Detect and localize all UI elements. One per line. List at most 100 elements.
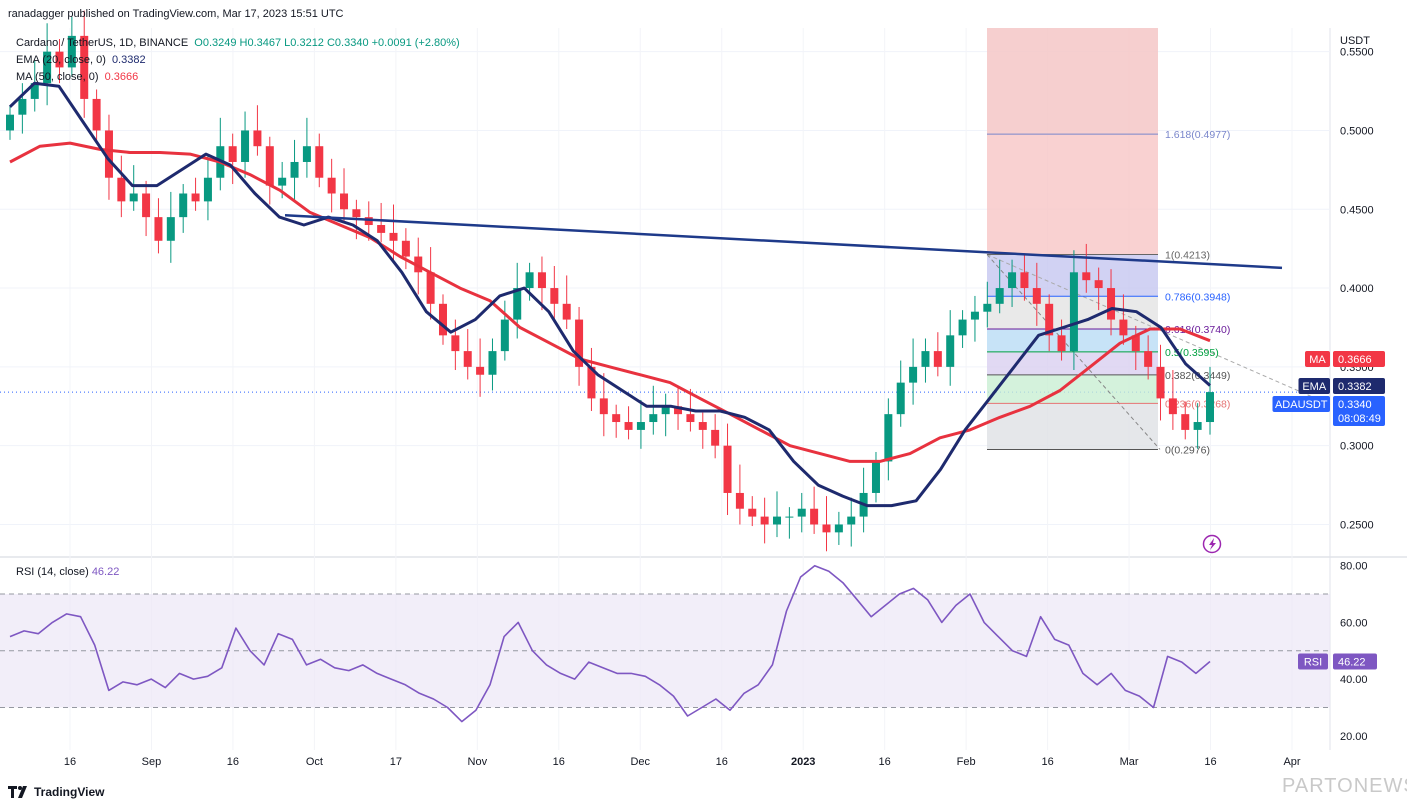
candle-body <box>834 524 843 533</box>
rsi-label[interactable]: RSI (14, close) <box>16 566 89 578</box>
watermark: PARTONEWS.IR <box>1282 775 1407 797</box>
candle-body <box>488 351 497 375</box>
candle-body <box>290 161 299 178</box>
ema-value: 0.3382 <box>111 54 146 66</box>
candle-body <box>451 335 460 352</box>
fib-zone <box>987 134 1158 255</box>
rsi-tick-label: 20.00 <box>1340 731 1368 743</box>
candle-body <box>500 319 509 352</box>
trendline[interactable] <box>284 213 1283 270</box>
fib-label: 1.618(0.4977) <box>1165 129 1230 141</box>
time-tick-label: 2023 <box>791 756 815 768</box>
candle-body <box>612 414 621 423</box>
candle-body <box>377 225 386 233</box>
candle-body <box>661 406 670 415</box>
rsi-tick-label: 60.00 <box>1340 617 1368 629</box>
candle-body <box>1144 351 1153 367</box>
tag-value-bg <box>1333 351 1385 367</box>
rsi-tick-label: 80.00 <box>1340 561 1368 573</box>
fib-label: 0.786(0.3948) <box>1165 291 1230 303</box>
candle-body <box>1168 398 1177 415</box>
ma-series <box>9 141 1211 463</box>
candle-body <box>983 303 992 312</box>
tag-label-bg <box>1298 378 1330 394</box>
candle-body <box>537 272 546 289</box>
candle-body <box>438 303 447 336</box>
candle-body <box>1008 272 1017 289</box>
candle-body <box>785 516 794 518</box>
candle-body <box>896 382 905 415</box>
time-tick-label: Apr <box>1283 756 1300 768</box>
candle-body <box>698 422 707 430</box>
fib-zone-top <box>987 28 1158 135</box>
candle-body <box>6 114 14 131</box>
candle-body <box>735 492 744 509</box>
candle-body <box>364 217 373 226</box>
candle-body <box>191 193 200 202</box>
tag-label: MA <box>1309 354 1326 366</box>
ema-label[interactable]: EMA (20, close, 0) <box>16 54 106 66</box>
brand-name: TradingView <box>34 785 105 799</box>
candle-body <box>30 83 39 99</box>
candle-body <box>871 461 880 493</box>
flash-icon[interactable] <box>1202 534 1222 554</box>
tag-value: 0.3382 <box>1338 381 1372 393</box>
time-tick-label: 16 <box>1041 756 1053 768</box>
time-tick-label: 16 <box>553 756 565 768</box>
tag-label-bg <box>1305 351 1330 367</box>
candle-body <box>550 288 559 304</box>
price-tick-label: 0.5500 <box>1340 47 1374 59</box>
candle-body <box>265 146 274 186</box>
candle-body <box>760 516 769 525</box>
candle-body <box>636 422 645 430</box>
time-tick-label: 16 <box>716 756 728 768</box>
candle-body <box>649 414 658 423</box>
fib-label: 0(0.2976) <box>1165 444 1210 456</box>
candle-body <box>129 193 138 202</box>
ma-label[interactable]: MA (50, close, 0) <box>16 71 99 83</box>
price-axis[interactable]: USDT0.55000.50000.45000.40000.35000.3000… <box>1340 35 1374 743</box>
time-axis[interactable]: 16 Sep 16 Oct 17 Nov 16 Dec 16 2023 16 Feb 16 Mar 16 Ap… <box>64 756 1301 768</box>
tag-value-bg <box>1333 378 1385 394</box>
symbol-label[interactable]: Cardano / TetherUS, 1D, BINANCE <box>16 37 189 49</box>
rsi-tag-value: 46.22 <box>1338 656 1366 668</box>
candle-body <box>389 232 398 241</box>
ohlc-values: O0.3249 H0.3467 L0.3212 C0.3340 +0.0091 … <box>194 37 460 49</box>
tradingview-logo[interactable]: TradingView <box>8 785 104 799</box>
candle-body <box>166 217 175 241</box>
candle-body <box>1193 422 1202 430</box>
candle-body <box>884 414 893 462</box>
rsi-tag-label: RSI <box>1304 656 1322 668</box>
candle-body <box>67 35 76 68</box>
candle-body <box>1094 280 1103 289</box>
ma-line <box>9 141 1211 463</box>
candle-body <box>674 406 683 415</box>
candle-body <box>463 351 472 367</box>
time-tick-label: 16 <box>64 756 76 768</box>
tradingview-icon <box>8 786 27 798</box>
candle-body <box>1069 272 1078 352</box>
candle-body <box>426 272 435 304</box>
candle-body <box>909 366 918 383</box>
tag-value: 0.3340 <box>1338 399 1372 411</box>
chart-legend: Cardano / TetherUS, 1D, BINANCE O0.3249 … <box>16 35 460 86</box>
candle-body <box>154 217 163 241</box>
candle-body <box>575 319 584 367</box>
candle-body <box>921 351 930 367</box>
fib-zone <box>987 403 1158 450</box>
rsi-line <box>0 564 1330 723</box>
time-tick-label: Nov <box>468 756 488 768</box>
time-tick-label: 16 <box>879 756 891 768</box>
tag-label: EMA <box>1302 381 1327 393</box>
candle-body <box>995 288 1004 304</box>
resistance-trendline <box>284 213 1283 270</box>
fib-label: 1(0.4213) <box>1165 249 1210 261</box>
rsi-tag-value-bg <box>1333 653 1377 670</box>
candle-body <box>686 414 695 423</box>
price-tags: MA 0.3666 EMA 0.3382 ADAUSDT 0.3340 08:08:49 RS… <box>1272 351 1385 670</box>
candle-body <box>946 335 955 367</box>
rsi-series <box>9 564 1211 723</box>
ema-line <box>8 81 1211 508</box>
candle-body <box>104 130 113 178</box>
